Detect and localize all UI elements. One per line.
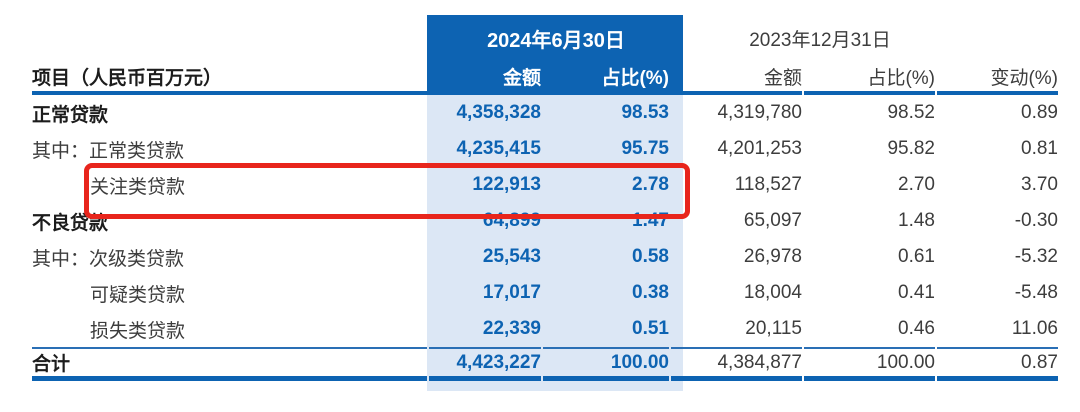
prior-amount: 65,097 <box>743 210 802 231</box>
change-value: -0.30 <box>1014 210 1058 231</box>
current-pct: 100.00 <box>543 347 669 381</box>
change-header: 变动(%) <box>937 61 1058 95</box>
table-row-special-mention-loans: 关注类贷款 122,913 2.78 118,527 2.70 3.70 <box>32 167 1058 203</box>
change-value: 0.87 <box>937 347 1058 381</box>
change-value: 0.81 <box>1021 138 1058 159</box>
current-pct: 0.51 <box>632 318 669 339</box>
prior-pct: 100.00 <box>804 347 935 381</box>
prior-amount-header: 金额 <box>671 61 802 95</box>
table-row-loss-loans: 损失类贷款 22,339 0.51 20,115 0.46 11.06 <box>32 311 1058 347</box>
current-pct-header: 占比(%) <box>543 61 669 95</box>
prior-pct: 95.82 <box>887 138 935 159</box>
change-value: -5.32 <box>1014 246 1058 267</box>
prior-pct: 0.46 <box>898 318 935 339</box>
prior-amount: 4,384,877 <box>671 347 802 381</box>
current-amount: 4,235,415 <box>456 138 541 159</box>
table-row-total: 合计 4,423,227 100.00 4,384,877 100.00 0.8… <box>32 347 1058 381</box>
prior-pct: 2.70 <box>898 174 935 195</box>
table-row-doubtful-loans: 可疑类贷款 17,017 0.38 18,004 0.41 -5.48 <box>32 275 1058 311</box>
prior-amount: 26,978 <box>743 246 802 267</box>
current-period-column-band <box>427 95 683 391</box>
loan-classification-table: 2024年6月30日 2023年12月31日 项目（人民币百万元） 金额 占比(… <box>30 15 1060 381</box>
table-row-normal-loans: 正常贷款 4,358,328 98.53 4,319,780 98.52 0.8… <box>32 95 1058 131</box>
current-pct: 1.47 <box>632 210 669 231</box>
change-value: -5.48 <box>1014 282 1058 303</box>
current-period-date: 2024年6月30日 <box>487 29 625 52</box>
prior-amount: 18,004 <box>743 282 802 303</box>
prior-amount: 4,201,253 <box>717 138 802 159</box>
row-label: 不良贷款 <box>32 212 109 234</box>
current-pct: 95.75 <box>621 138 669 159</box>
prior-pct: 0.41 <box>898 282 935 303</box>
current-amount: 64,899 <box>482 210 541 231</box>
current-pct: 98.53 <box>621 102 669 123</box>
prior-amount: 118,527 <box>734 174 802 195</box>
current-pct: 0.58 <box>632 246 669 267</box>
current-amount-header: 金额 <box>429 61 541 95</box>
row-label: 可疑类贷款 <box>90 284 186 306</box>
row-label: 关注类贷款 <box>90 176 186 198</box>
table-row-substandard-loans: 其中：次级类贷款 25,543 0.58 26,978 0.61 -5.32 <box>32 239 1058 275</box>
current-amount: 4,423,227 <box>429 347 541 381</box>
row-label: 合计 <box>32 347 427 381</box>
current-amount: 122,913 <box>472 174 541 195</box>
table-row-npl: 不良贷款 64,899 1.47 65,097 1.48 -0.30 <box>32 203 1058 239</box>
row-label: 正常贷款 <box>32 104 109 126</box>
prior-period-date: 2023年12月31日 <box>749 29 891 51</box>
column-header-row: 项目（人民币百万元） 金额 占比(%) 金额 占比(%) 变动(%) <box>32 61 1058 95</box>
change-value: 11.06 <box>1011 318 1058 339</box>
row-label: 其中：次级类贷款 <box>32 248 185 270</box>
current-pct: 0.38 <box>632 282 669 303</box>
period-date-row: 2024年6月30日 2023年12月31日 <box>32 15 1058 61</box>
prior-pct: 98.52 <box>887 102 935 123</box>
change-value: 3.70 <box>1021 174 1058 195</box>
empty-cell <box>937 15 1058 61</box>
current-amount: 17,017 <box>482 282 541 303</box>
current-amount: 25,543 <box>482 246 541 267</box>
table-row-pass-loans: 其中：正常类贷款 4,235,415 95.75 4,201,253 95.82… <box>32 131 1058 167</box>
prior-pct: 0.61 <box>898 246 935 267</box>
items-column-header: 项目（人民币百万元） <box>32 61 427 95</box>
prior-pct: 1.48 <box>898 210 935 231</box>
current-amount: 4,358,328 <box>456 102 541 123</box>
current-period-header-background <box>427 15 683 95</box>
current-amount: 22,339 <box>482 318 541 339</box>
prior-amount: 20,115 <box>745 318 802 339</box>
row-label: 其中：正常类贷款 <box>32 140 185 162</box>
change-value: 0.89 <box>1021 102 1058 123</box>
empty-cell <box>32 15 427 61</box>
row-label: 损失类贷款 <box>90 320 186 342</box>
current-pct: 2.78 <box>632 174 669 195</box>
prior-pct-header: 占比(%) <box>804 61 935 95</box>
prior-amount: 4,319,780 <box>717 102 802 123</box>
